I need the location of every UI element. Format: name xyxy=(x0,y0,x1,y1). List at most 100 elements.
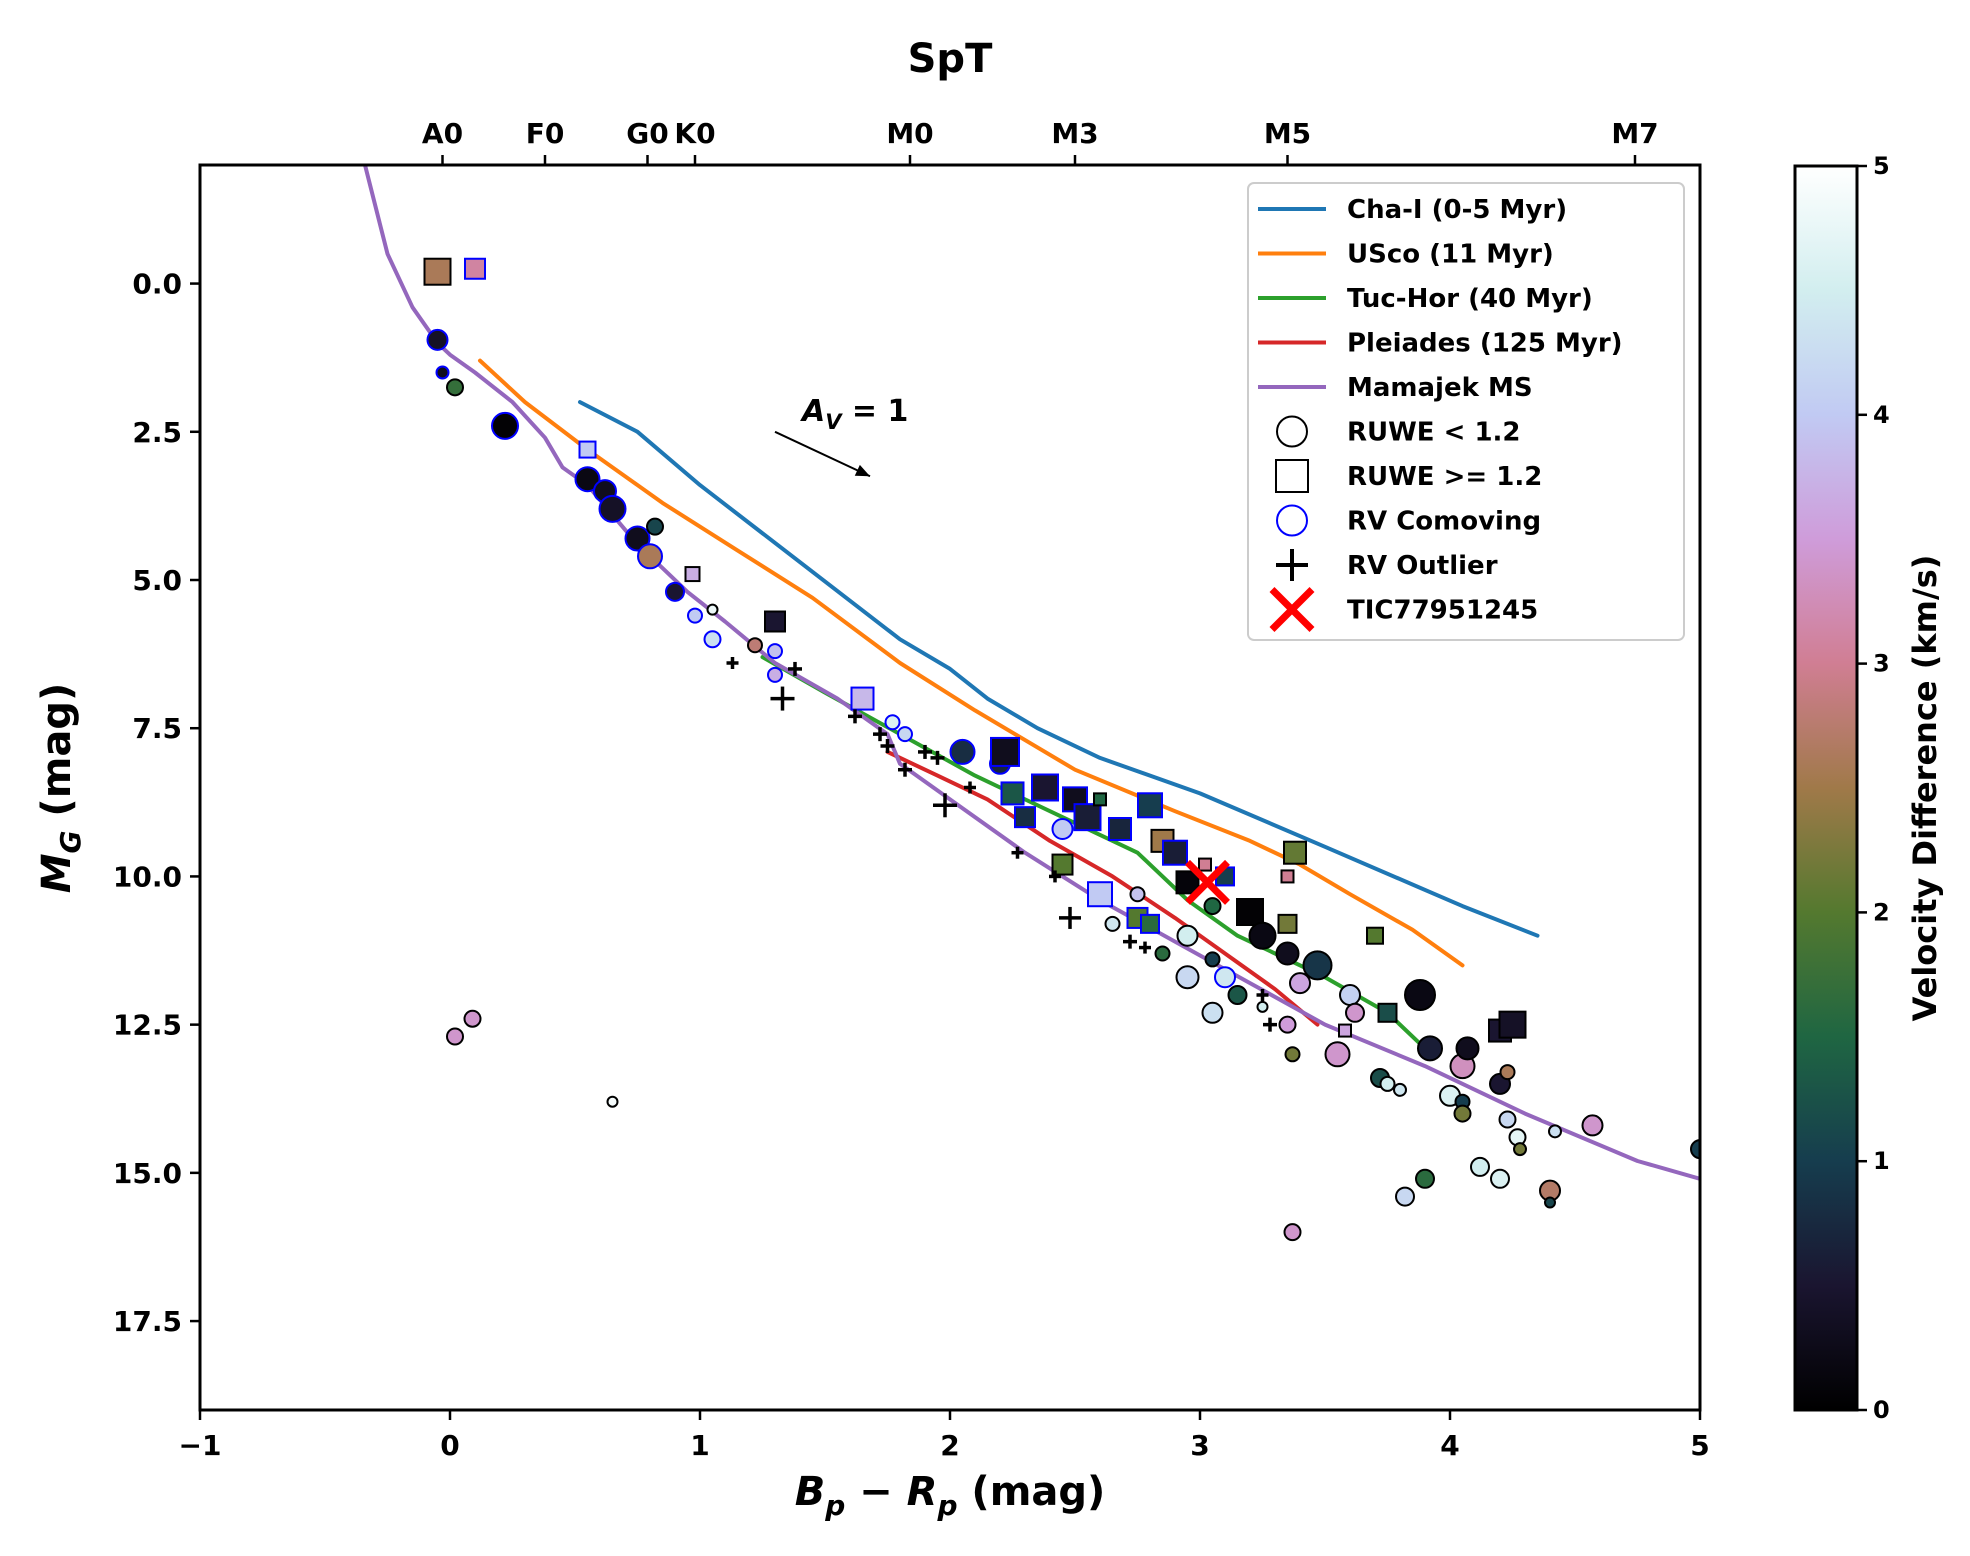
legend-entry: USco (11 Myr) xyxy=(1258,240,1554,270)
ruwe-low-point xyxy=(1324,1041,1351,1068)
ruwe-high-point xyxy=(1014,806,1036,829)
y-tick-label: 12.5 xyxy=(113,1009,182,1042)
x-tick-label: 3 xyxy=(1190,1429,1209,1462)
ruwe-low-point xyxy=(1415,1168,1435,1189)
ruwe-low-point xyxy=(706,603,719,616)
ruwe-high-point xyxy=(423,257,452,286)
ruwe-low-point xyxy=(606,1095,619,1108)
series-line xyxy=(363,165,1700,1181)
ruwe-high-point xyxy=(764,610,786,633)
spt-tick-label: G0 xyxy=(626,117,668,150)
ruwe-low-point xyxy=(446,378,464,397)
spt-tick-label: M3 xyxy=(1051,117,1098,150)
legend-entry: Tuc-Hor (40 Myr) xyxy=(1258,284,1593,314)
rv-outlier-point xyxy=(1011,846,1024,859)
ruwe-high-point xyxy=(1031,773,1059,802)
legend-label: TIC77951245 xyxy=(1347,596,1538,626)
ruwe-high-point xyxy=(1283,840,1307,865)
colorbar-tick-label: 1 xyxy=(1873,1147,1890,1175)
rv-outlier-point xyxy=(1059,906,1081,929)
colorbar-tick-label: 3 xyxy=(1873,650,1890,678)
ruwe-low-point xyxy=(1581,1114,1604,1137)
ruwe-high-point xyxy=(1377,1002,1398,1023)
ruwe-low-point xyxy=(1214,966,1236,989)
ruwe-low-point xyxy=(1417,1035,1443,1062)
ruwe-low-point xyxy=(1204,951,1221,968)
svg-text:Bp − Rp (mag): Bp − Rp (mag) xyxy=(795,1469,1106,1522)
ruwe-low-point xyxy=(1513,1142,1527,1157)
ruwe-high-point xyxy=(1162,839,1188,866)
legend: Cha-I (0-5 Myr) USco (11 Myr) Tuc-Hor (40 … xyxy=(1247,182,1685,641)
ruwe-high-point xyxy=(1498,1010,1527,1039)
vector-arrow-head xyxy=(854,464,870,477)
legend-entry: Cha-I (0-5 Myr) xyxy=(1258,195,1567,225)
legend-entry: Pleiades (125 Myr) xyxy=(1258,329,1623,359)
ruwe-low-point xyxy=(1201,1001,1224,1024)
legend-entry: RV Outlier xyxy=(1276,549,1498,581)
ruwe-low-point xyxy=(687,607,703,624)
ruwe-high-point xyxy=(1175,870,1200,895)
rv-outlier-point xyxy=(930,750,945,765)
extinction-vector: AV = 1 xyxy=(774,394,908,478)
ruwe-low-point xyxy=(747,637,763,654)
x-tick-label: 4 xyxy=(1440,1429,1459,1462)
ruwe-high-point xyxy=(1087,881,1113,908)
series-line xyxy=(885,749,1320,1027)
top-axis-title: SpT xyxy=(908,36,993,82)
ruwe-low-point xyxy=(624,525,651,552)
ruwe-low-point xyxy=(767,643,783,660)
ruwe-high-point xyxy=(684,566,701,583)
ruwe-low-point xyxy=(646,517,664,536)
ruwe-low-point xyxy=(1129,886,1146,903)
ruwe-low-point xyxy=(1490,1168,1510,1189)
svg-text:MG (mag): MG (mag) xyxy=(34,683,87,894)
ruwe-high-point xyxy=(1366,926,1384,945)
x-tick-label: 1 xyxy=(690,1429,709,1462)
legend-swatch xyxy=(1276,504,1308,537)
legend-entry: RUWE >= 1.2 xyxy=(1275,459,1542,493)
colorbar-tick-label: 0 xyxy=(1873,1396,1890,1424)
ruwe-low-point xyxy=(1248,921,1277,950)
rv-outlier-point xyxy=(873,727,887,742)
ruwe-high-point xyxy=(1338,1023,1352,1038)
ruwe-low-point xyxy=(1203,897,1222,916)
target-marker xyxy=(1185,859,1230,905)
ruwe-low-point xyxy=(1345,1002,1365,1023)
ruwe-low-point xyxy=(446,1027,464,1046)
ruwe-low-point xyxy=(1690,1139,1700,1160)
x-tick-label: 0 xyxy=(440,1429,459,1462)
ruwe-high-point xyxy=(1236,898,1264,926)
legend-label: Pleiades (125 Myr) xyxy=(1347,329,1623,359)
ruwe-low-point xyxy=(1499,1064,1516,1081)
rv-outlier-point xyxy=(848,709,862,724)
ruwe-low-point xyxy=(1379,1075,1396,1092)
ruwe-low-point xyxy=(1548,1124,1562,1139)
legend-box xyxy=(1247,182,1685,641)
y-tick-label: 7.5 xyxy=(132,712,182,745)
spt-tick-label: M5 xyxy=(1264,117,1311,150)
ruwe-high-point xyxy=(1093,792,1107,807)
ruwe-low-point xyxy=(1154,945,1171,962)
legend-label: RUWE >= 1.2 xyxy=(1347,462,1542,492)
colorbar-tick-label: 4 xyxy=(1873,401,1890,429)
ruwe-low-point xyxy=(1283,1223,1302,1242)
legend-swatch xyxy=(1269,587,1315,632)
target-x-stroke xyxy=(1185,859,1230,905)
ruwe-low-point xyxy=(1498,1110,1517,1129)
ruwe-low-point xyxy=(1544,1196,1556,1209)
legend-label: RUWE < 1.2 xyxy=(1347,418,1521,448)
ruwe-high-point xyxy=(990,736,1020,767)
ruwe-low-point xyxy=(1227,985,1248,1005)
series-line xyxy=(578,400,1540,938)
ruwe-low-point xyxy=(426,328,449,351)
x-tick-label: 2 xyxy=(940,1429,959,1462)
spt-tick-label: A0 xyxy=(422,117,463,150)
svg-text:AV = 1: AV = 1 xyxy=(800,394,908,434)
ruwe-low-point xyxy=(1051,818,1074,840)
ruwe-low-point xyxy=(767,666,783,683)
ruwe-low-point xyxy=(665,581,685,602)
legend-swatch xyxy=(1276,415,1308,448)
x-tick-label: −1 xyxy=(179,1429,222,1462)
colorbar-tick-label: 2 xyxy=(1873,898,1890,926)
